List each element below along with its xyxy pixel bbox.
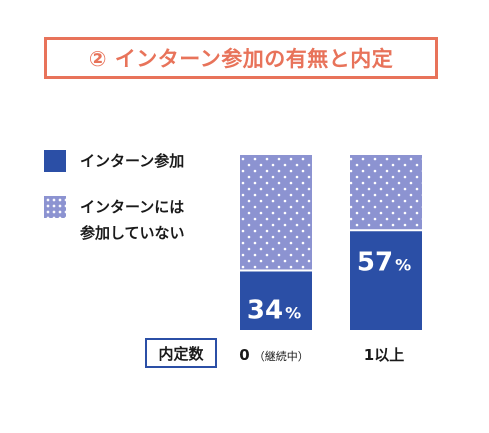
legend-label-line1: インターンには — [80, 198, 185, 216]
bar-not-participated-0 — [240, 155, 312, 271]
category-label-1: 1以上 — [364, 346, 404, 364]
bar-not-participated-1 — [350, 155, 422, 231]
legend-label-not-participated: インターンには 参加していない — [80, 194, 185, 246]
legend-swatch-not-participated — [44, 196, 66, 218]
category-label-0: 0 （継続中） — [239, 346, 308, 364]
legend-item-not-participated: インターンには 参加していない — [44, 194, 185, 246]
bar-participated-1 — [350, 230, 422, 330]
bar-participated-0 — [240, 270, 312, 330]
value-label-1: 57% — [357, 247, 411, 277]
legend-item-participated: インターン参加 — [44, 150, 184, 172]
legend-label-participated: インターン参加 — [80, 152, 185, 170]
legend-swatch-participated — [44, 150, 66, 172]
chart-title-box: ② インターン参加の有無と内定 — [44, 37, 438, 79]
x-axis-label: 内定数 — [145, 338, 217, 368]
value-label-0: 34% — [247, 296, 301, 326]
legend-label-line2: 参加していない — [80, 224, 185, 242]
chart-title: ② インターン参加の有無と内定 — [88, 47, 394, 71]
